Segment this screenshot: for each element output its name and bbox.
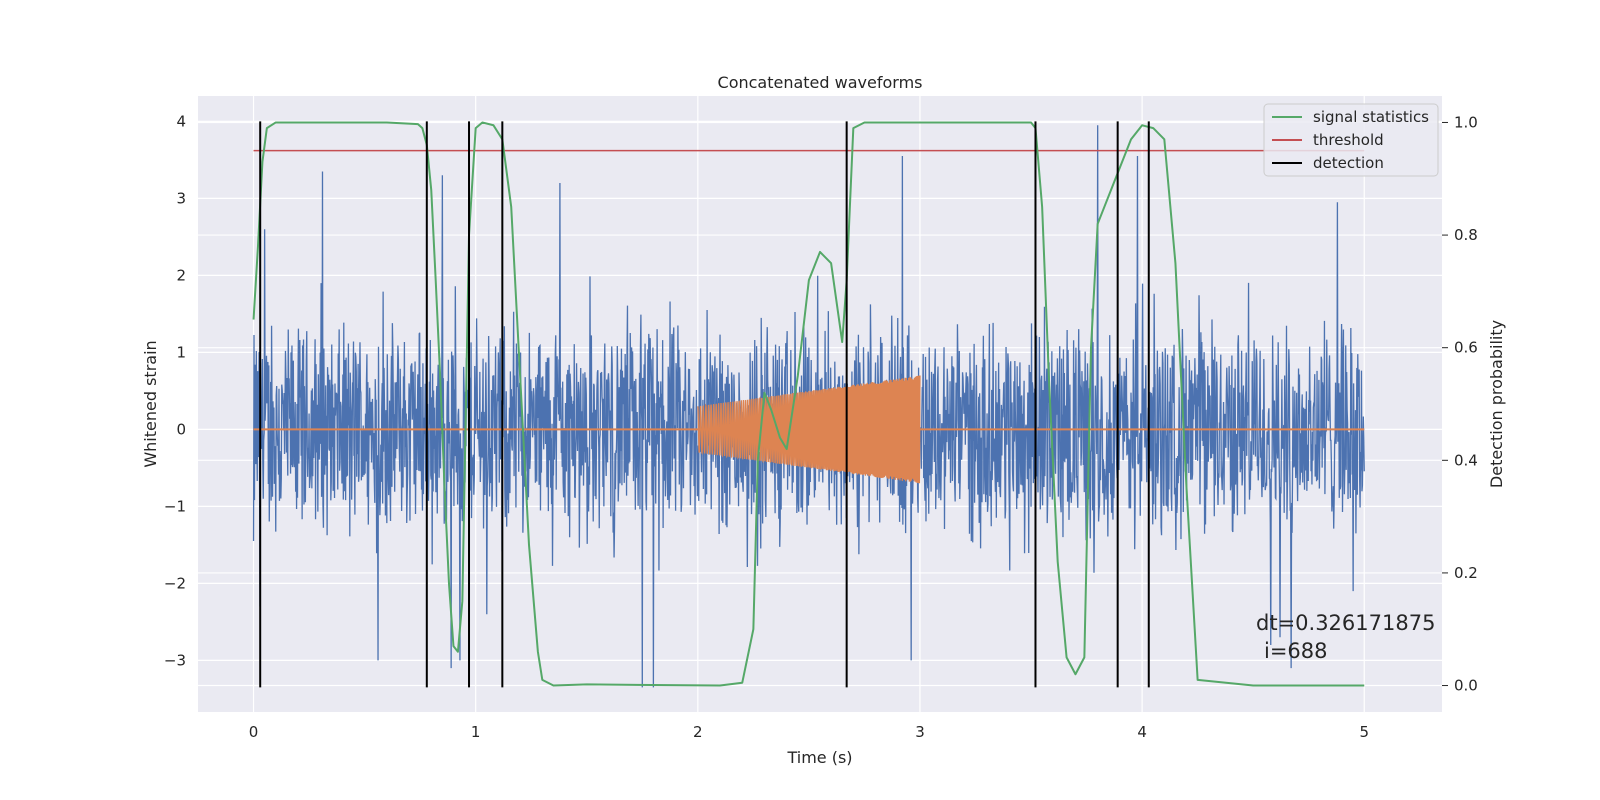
chart-title: Concatenated waveforms: [718, 73, 923, 92]
chirp-series: [253, 375, 1365, 484]
legend-box: [1263, 103, 1439, 177]
y2-tick-label: 0.6: [1454, 339, 1478, 357]
chirp-line: [697, 375, 921, 484]
x-tick-label: 3: [915, 723, 925, 741]
x-axis-label: Time (s): [786, 748, 852, 767]
y-tick-label: 2: [176, 266, 186, 284]
y2-tick-label: 0.0: [1454, 677, 1478, 695]
y-tick-label: 0: [176, 420, 186, 438]
detection-layer: [259, 121, 1150, 688]
y-tick-label: −3: [164, 651, 186, 669]
probability-layer: [252, 121, 1365, 687]
legend-label-threshold: threshold: [1313, 131, 1384, 149]
noise-line: [252, 125, 1365, 688]
y-tick-label: 4: [176, 112, 186, 130]
y-tick-label: −2: [164, 574, 186, 592]
signal-statistics-line: [252, 121, 1365, 687]
y2-tick-label: 1.0: [1454, 113, 1478, 131]
annotation-i: i=688: [1264, 639, 1328, 663]
legend-label-detection: detection: [1313, 154, 1384, 172]
x-tick-label: 2: [693, 723, 703, 741]
y2-tick-label: 0.2: [1454, 564, 1478, 582]
legend: signal statistics threshold detection: [1263, 103, 1439, 177]
x-tick-label: 0: [249, 723, 259, 741]
y2-tick-label: 0.8: [1454, 226, 1478, 244]
y2-tick-label: 0.4: [1454, 451, 1478, 469]
y-axis-label: Whitened strain: [141, 340, 160, 467]
x-tick-label: 4: [1137, 723, 1147, 741]
y-tick-label: −1: [164, 497, 186, 515]
y-tick-label: 1: [176, 343, 186, 361]
x-tick-label: 1: [471, 723, 481, 741]
legend-label-signal-statistics: signal statistics: [1313, 108, 1429, 126]
x-tick-label: 5: [1359, 723, 1369, 741]
noise-series: [252, 125, 1365, 688]
annotation-dt: dt=0.326171875: [1256, 611, 1435, 635]
y-tick-label: 3: [176, 189, 186, 207]
y2-axis-label: Detection probability: [1487, 320, 1506, 488]
axis-layer: 0 1 2 3 4 5 −3 −2 −1 0 1 2 3 4 0.0 0.2 0.4 0.6 0.8 1.0: [164, 112, 1478, 741]
